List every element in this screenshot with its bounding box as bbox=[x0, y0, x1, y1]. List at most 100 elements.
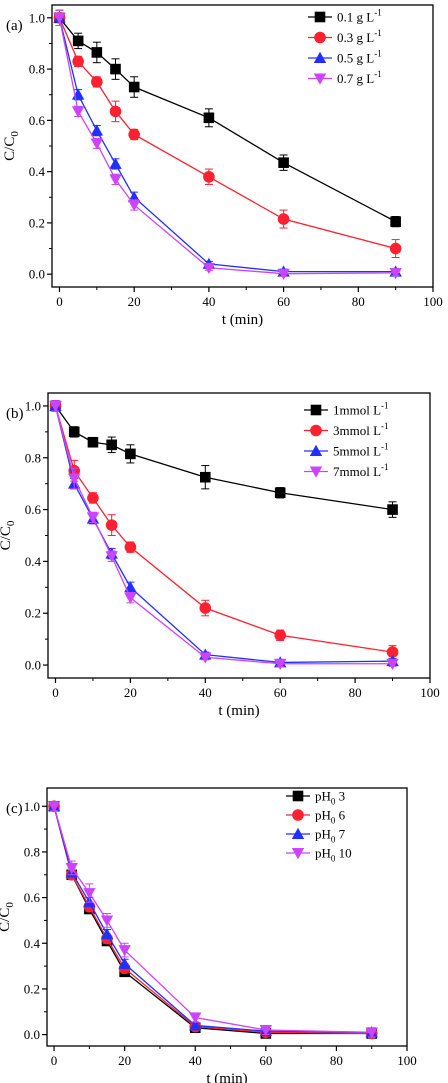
legend-marker bbox=[309, 466, 323, 478]
y-tick-label: 0.0 bbox=[25, 658, 41, 673]
series-line bbox=[53, 806, 372, 1035]
data-point bbox=[68, 426, 80, 438]
data-point bbox=[386, 658, 399, 670]
data-point bbox=[90, 138, 104, 150]
legend-label-superscript: -1 bbox=[381, 462, 389, 472]
data-point bbox=[365, 1027, 378, 1039]
legend-label-tail: 7 bbox=[335, 827, 345, 842]
x-tick-label: 40 bbox=[199, 685, 212, 700]
y-tick-label: 0.4 bbox=[25, 554, 42, 569]
legend-label-text: pH bbox=[315, 789, 331, 804]
data-point bbox=[105, 519, 118, 531]
panel-label: (c) bbox=[6, 801, 23, 817]
x-tick-label: 100 bbox=[423, 294, 443, 309]
y-axis-title-subscript: 0 bbox=[9, 131, 21, 137]
legend-marker bbox=[292, 790, 304, 802]
series-line bbox=[53, 806, 372, 1033]
x-tick-label: 40 bbox=[202, 294, 215, 309]
legend-label-superscript: -1 bbox=[381, 421, 389, 431]
legend-label-text: 0.7 g L bbox=[337, 71, 374, 86]
x-tick-label: 0 bbox=[51, 1053, 58, 1068]
legend-marker bbox=[314, 31, 326, 44]
series-line bbox=[58, 17, 396, 223]
legend-label: pH0 6 bbox=[315, 808, 346, 826]
legend: 0.1 g L-10.3 g L-10.5 g L-10.7 g L-1 bbox=[308, 8, 382, 86]
data-point bbox=[386, 646, 399, 658]
data-point bbox=[203, 170, 215, 183]
y-axis-title: C/C0 bbox=[2, 131, 21, 161]
data-point bbox=[274, 629, 286, 642]
x-axis-title: t (min) bbox=[206, 1071, 247, 1083]
y-tick-label: 0.8 bbox=[29, 62, 45, 77]
data-point bbox=[128, 128, 140, 141]
data-point bbox=[189, 1019, 202, 1031]
data-point bbox=[53, 12, 66, 25]
data-point bbox=[72, 55, 84, 68]
legend-label: 0.5 g L-1 bbox=[337, 49, 382, 66]
data-point bbox=[278, 157, 289, 168]
data-point bbox=[87, 436, 99, 448]
data-point bbox=[90, 124, 104, 136]
x-tick-label: 60 bbox=[277, 294, 290, 309]
legend-label-superscript: -1 bbox=[374, 49, 382, 59]
y-tick-label: 1.0 bbox=[29, 10, 45, 25]
x-tick-label: 60 bbox=[274, 685, 287, 700]
data-point bbox=[72, 35, 84, 47]
legend-label-text: 5mmol L bbox=[333, 444, 381, 459]
legend-label-text: 0.3 g L bbox=[337, 30, 374, 45]
legend-label-tail: 10 bbox=[335, 846, 351, 861]
panel-label: (b) bbox=[6, 406, 24, 422]
legend-label: pH0 3 bbox=[315, 789, 345, 807]
data-point bbox=[389, 267, 402, 280]
x-tick-label: 20 bbox=[118, 1053, 131, 1068]
panel-label: (a) bbox=[6, 18, 23, 34]
x-tick-label: 80 bbox=[349, 685, 362, 700]
legend-marker bbox=[291, 848, 305, 860]
data-point bbox=[128, 81, 140, 93]
legend-marker bbox=[291, 827, 305, 839]
data-point bbox=[390, 216, 401, 227]
data-point bbox=[199, 602, 212, 614]
legend-label-superscript: -1 bbox=[374, 28, 382, 38]
legend-label: 7mmol L-1 bbox=[333, 462, 389, 479]
data-point bbox=[87, 492, 99, 504]
data-point bbox=[124, 541, 137, 553]
series-line bbox=[54, 405, 393, 664]
y-tick-label: 0.8 bbox=[24, 844, 40, 859]
data-point bbox=[86, 512, 100, 524]
x-axis-title: t (min) bbox=[218, 703, 259, 719]
data-point bbox=[189, 1012, 202, 1024]
series-2 bbox=[53, 9, 402, 259]
legend-label-superscript: -1 bbox=[381, 401, 389, 411]
data-point bbox=[203, 112, 215, 124]
data-point bbox=[199, 471, 211, 483]
data-point bbox=[65, 862, 78, 875]
data-point bbox=[83, 888, 96, 900]
data-point bbox=[199, 652, 212, 664]
legend-label-text: 7mmol L bbox=[333, 464, 381, 479]
legend-marker bbox=[313, 51, 327, 63]
legend-label: 3mmol L-1 bbox=[333, 421, 389, 438]
legend-label-superscript: -1 bbox=[381, 442, 389, 452]
x-tick-label: 20 bbox=[128, 294, 141, 309]
legend-label-superscript: -1 bbox=[374, 8, 382, 18]
series-line bbox=[58, 17, 396, 273]
chart-panel-2: 0 20 40 60 80 100 0.0 0.2 0.4 0.6 0.8 1.0 t (min) C/C… bbox=[0, 392, 440, 719]
x-tick-label: 100 bbox=[420, 685, 440, 700]
legend-label-subscript: 0 bbox=[331, 797, 336, 807]
chart-panel-1: 0 20 40 60 80 100 0.0 0.2 0.4 0.6 0.8 1.0 t (min) C/C… bbox=[2, 4, 443, 328]
legend-label: 0.1 g L-1 bbox=[337, 8, 382, 25]
y-axis-title-subscript: 0 bbox=[4, 902, 16, 908]
legend-marker bbox=[292, 809, 304, 821]
y-axis-title-subscript: 0 bbox=[5, 520, 17, 526]
y-tick-label: 0.4 bbox=[29, 164, 46, 179]
y-tick-label: 0.2 bbox=[29, 215, 45, 230]
legend-label-text: pH bbox=[315, 808, 331, 823]
data-point bbox=[274, 487, 286, 499]
legend-label-text: pH bbox=[315, 846, 331, 861]
series-4 bbox=[53, 9, 402, 280]
x-tick-label: 40 bbox=[189, 1053, 202, 1068]
data-point bbox=[118, 945, 131, 957]
